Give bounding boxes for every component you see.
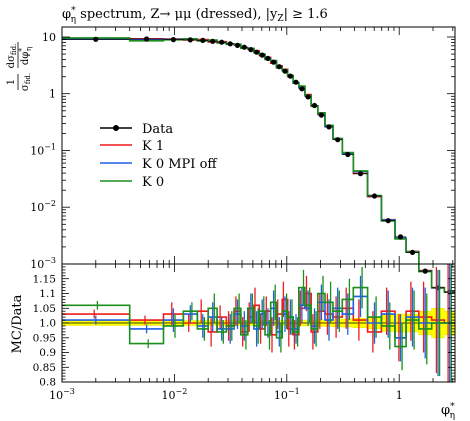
data-point: [219, 39, 225, 45]
x-tick-label: 10−1: [274, 387, 300, 402]
legend-label-k0-mpi-off: K 0 MPI off: [142, 157, 218, 172]
data-point: [397, 234, 404, 240]
data-point: [409, 249, 416, 255]
data-point: [357, 171, 364, 177]
data-point: [93, 36, 99, 42]
legend-entry-k0-mpi-off: K 0 MPI off: [100, 157, 218, 172]
data-point: [241, 44, 247, 50]
y-ratio-tick-label: 1.0: [39, 318, 56, 330]
y-main-tick-label: 10−2: [30, 199, 56, 214]
data-point: [210, 38, 216, 44]
x-tick-label: 1: [396, 389, 403, 402]
main-ticks: 10 1 10−1 10−2 10−3: [30, 27, 455, 271]
svg-text:dφ*η: dφ*η: [18, 47, 33, 65]
x-axis-label: φ* η: [441, 402, 455, 421]
main-plot: 10 1 10−1 10−2 10−3: [30, 26, 456, 295]
data-point: [276, 64, 282, 70]
y-main-tick-label: 1: [49, 88, 56, 101]
main-y-label: 1 σfid. dσfid. dφ*η: [6, 42, 33, 91]
data-point: [385, 218, 391, 224]
data-point: [200, 37, 206, 44]
data-point: [187, 37, 193, 43]
data-point: [259, 52, 265, 58]
y-main-tick-label: 10: [42, 31, 56, 44]
ratio-plot: 0.8 0.85 0.9 0.95 1.0 1.05 1.1 1.15: [33, 263, 456, 389]
data-point: [345, 151, 351, 158]
ratio-series-group: [62, 264, 455, 382]
y-ratio-tick-label: 0.85: [33, 362, 56, 374]
main-step-k-0: [62, 37, 455, 293]
data-point: [311, 102, 318, 109]
legend-label-k1: K 1: [142, 139, 164, 154]
data-point: [254, 49, 260, 55]
x-tick-label: 10−3: [49, 387, 75, 402]
data-point: [282, 68, 288, 74]
data-point: [248, 47, 254, 53]
data-point: [170, 37, 176, 43]
y-ratio-tick-label: 1.1: [39, 288, 56, 300]
svg-text:σfid.: σfid.: [20, 73, 32, 91]
legend-entry-data: Data: [100, 122, 173, 137]
data-point: [305, 94, 311, 100]
ratio-ticks: 0.8 0.85 0.9 0.95 1.0 1.05 1.1 1.15: [33, 263, 455, 389]
data-point: [422, 268, 428, 274]
data-point: [144, 36, 150, 42]
data-point: [234, 42, 241, 49]
legend-entry-k0: K 0: [100, 175, 164, 190]
y-ratio-tick-label: 1.15: [33, 273, 56, 285]
ratio-frame: [61, 263, 456, 383]
legend: Data K 1 K 0 MPI off K 0: [100, 122, 218, 190]
data-point: [326, 124, 332, 130]
x-tick-labels: 10−3 10−2 10−1 1: [49, 387, 403, 402]
data-point: [335, 137, 341, 143]
legend-marker-data: [113, 125, 119, 131]
chart-title: φ* η spectrum, Z→ μμ (dressed), |yZ| ≥ 1.…: [62, 6, 328, 25]
main-series-group: [62, 36, 455, 295]
y-ratio-tick-label: 1.05: [33, 303, 56, 315]
svg-text:dσfid.: dσfid.: [6, 44, 18, 69]
main-step-k-0-mpi-off: [62, 38, 455, 293]
y-ratio-tick-label: 0.95: [33, 332, 56, 344]
ratio-step-k-0: [62, 286, 455, 348]
data-point: [227, 41, 233, 47]
y-main-tick-label: 10−1: [30, 143, 56, 158]
y-ratio-tick-label: 0.8: [39, 377, 56, 389]
data-point: [293, 79, 299, 85]
ratio-y-label: MC/Data: [10, 294, 25, 353]
legend-label-data: Data: [142, 122, 173, 137]
main-step-k-1: [62, 37, 455, 293]
data-point: [271, 59, 277, 65]
y-ratio-tick-label: 0.9: [39, 347, 56, 359]
legend-label-k0: K 0: [142, 175, 164, 190]
data-point: [265, 55, 271, 62]
legend-entry-k1: K 1: [100, 139, 164, 154]
y-main-tick-label: 10−3: [30, 256, 56, 271]
x-tick-label: 10−2: [162, 387, 188, 402]
data-point: [318, 112, 324, 118]
data-point: [287, 73, 293, 79]
data-point: [299, 86, 305, 92]
data-point: [371, 193, 378, 199]
svg-text:1: 1: [6, 79, 17, 85]
